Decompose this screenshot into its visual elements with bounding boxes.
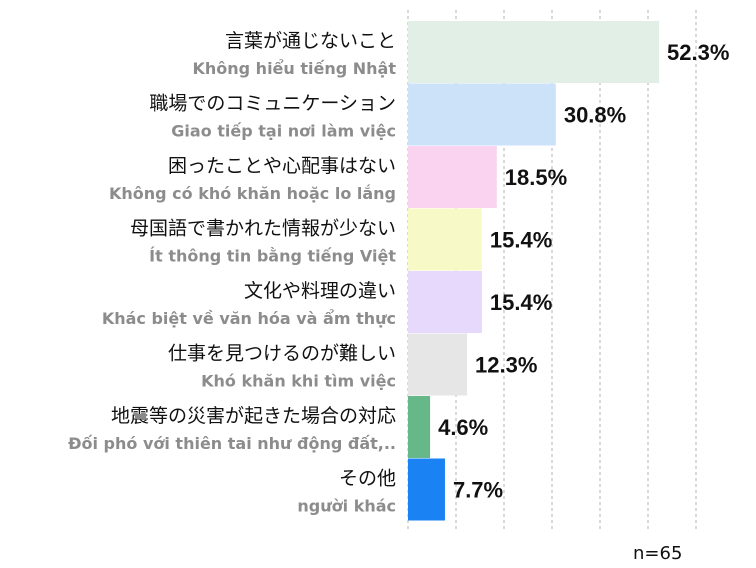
bar <box>408 396 431 458</box>
category-label-jp: 文化や料理の違い <box>244 280 396 302</box>
data-label: 52.3% <box>667 40 729 65</box>
bar <box>408 208 482 271</box>
data-label: 7.7% <box>453 478 503 503</box>
category-label-vi: Khác biệt về văn hóa và ẩm thực <box>102 309 396 328</box>
category-label-jp: 職場でのコミュニケーション <box>149 93 396 115</box>
category-label-vi: Không hiểu tiếng Nhật <box>192 59 396 78</box>
bar <box>408 333 468 396</box>
sample-size-label: n=65 <box>633 543 683 564</box>
bar <box>408 271 482 333</box>
bar <box>408 458 445 521</box>
bar <box>408 83 556 146</box>
category-label-jp: 地震等の災害が起きた場合の対応 <box>111 405 396 427</box>
category-label-jp: 言葉が通じないこと <box>225 30 396 52</box>
category-label-jp: 母国語で書かれた情報が少ない <box>130 218 396 240</box>
category-label-vi: Khó khăn khi tìm việc <box>201 372 396 391</box>
data-label: 30.8% <box>564 103 626 128</box>
data-label: 18.5% <box>505 165 567 190</box>
category-label-jp: その他 <box>339 468 396 490</box>
category-label-vi: Ít thông tin bằng tiếng Việt <box>149 247 396 266</box>
category-label-vi: Giao tiếp tại nơi làm việc <box>171 122 396 141</box>
category-label-jp: 仕事を見つけるのが難しい <box>168 343 396 365</box>
category-label-jp: 困ったことや心配事はない <box>168 155 396 177</box>
data-label: 15.4% <box>490 228 552 253</box>
bar <box>408 21 660 83</box>
category-label-vi: Không có khó khăn hoặc lo lắng <box>109 184 396 203</box>
data-label: 15.4% <box>490 290 552 315</box>
category-label-vi: người khác <box>297 497 396 516</box>
data-label: 12.3% <box>475 353 537 378</box>
category-label-vi: Đối phó với thiên tai như động đất,.. <box>68 434 396 453</box>
data-label: 4.6% <box>438 415 488 440</box>
bar <box>408 146 497 208</box>
